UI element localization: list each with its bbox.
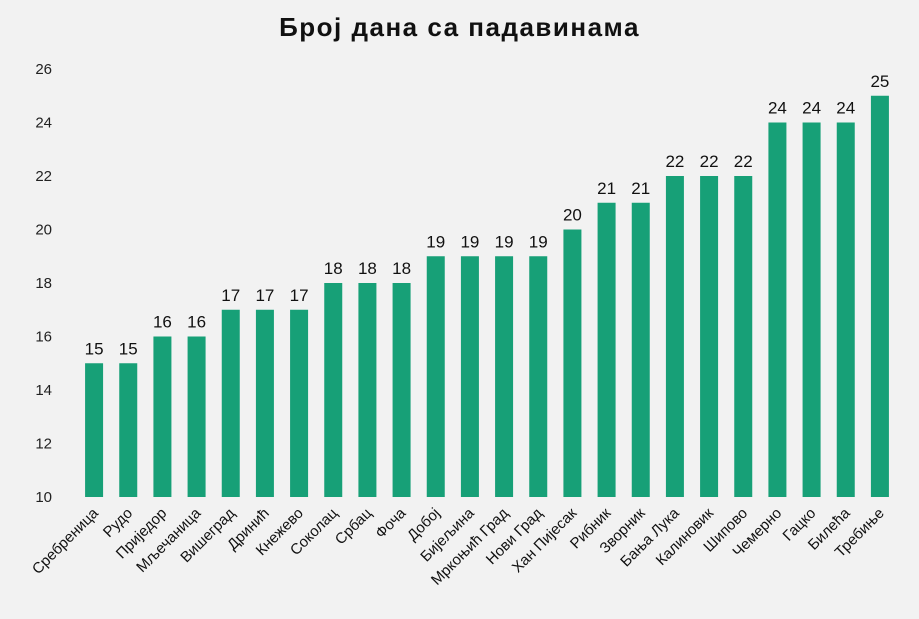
bar — [495, 256, 514, 497]
data-label: 19 — [495, 232, 514, 251]
data-label: 18 — [392, 259, 411, 278]
bar — [187, 336, 206, 497]
data-label: 15 — [119, 339, 138, 358]
bar — [870, 95, 889, 497]
bar — [836, 122, 855, 497]
data-label: 21 — [631, 179, 650, 198]
bar — [290, 309, 309, 497]
data-label: 24 — [836, 99, 855, 118]
bar — [700, 176, 719, 497]
data-label: 18 — [324, 259, 343, 278]
data-label: 25 — [870, 72, 889, 91]
y-tick-label: 20 — [35, 222, 52, 239]
y-tick-label: 10 — [35, 489, 52, 506]
y-tick-label: 22 — [35, 168, 52, 185]
bar — [563, 229, 582, 497]
bar — [255, 309, 274, 497]
data-label: 22 — [665, 152, 684, 171]
data-label: 15 — [85, 339, 104, 358]
bar — [119, 363, 138, 497]
x-tick-label: Сребреница — [29, 504, 102, 577]
y-tick-label: 26 — [35, 61, 52, 78]
data-label: 19 — [426, 232, 445, 251]
x-tick-label: Фоча — [372, 504, 410, 542]
y-tick-label: 18 — [35, 275, 52, 292]
y-tick-label: 24 — [35, 115, 52, 132]
bar — [153, 336, 172, 497]
bar — [460, 256, 479, 497]
data-label: 18 — [358, 259, 377, 278]
bar — [324, 283, 343, 497]
bar — [426, 256, 445, 497]
x-tick-label: Србац — [332, 505, 376, 549]
bar — [221, 309, 240, 497]
data-label: 17 — [290, 286, 309, 305]
bar — [665, 176, 684, 497]
bar — [802, 122, 821, 497]
bar — [734, 176, 753, 497]
bar — [392, 283, 411, 497]
y-tick-label: 16 — [35, 329, 52, 346]
y-tick-label: 14 — [35, 382, 52, 399]
data-label: 16 — [187, 313, 206, 332]
data-label: 19 — [529, 232, 548, 251]
data-label: 24 — [802, 99, 821, 118]
data-label: 17 — [221, 286, 240, 305]
bar — [597, 202, 616, 497]
data-label: 16 — [153, 313, 172, 332]
data-label: 21 — [597, 179, 616, 198]
bar — [529, 256, 548, 497]
data-label: 22 — [700, 152, 719, 171]
bar — [85, 363, 104, 497]
data-label: 20 — [563, 206, 582, 225]
bar — [631, 202, 650, 497]
y-tick-label: 12 — [35, 436, 52, 453]
data-label: 19 — [460, 232, 479, 251]
data-label: 22 — [734, 152, 753, 171]
data-label: 24 — [768, 99, 787, 118]
bar — [358, 283, 377, 497]
bar — [768, 122, 787, 497]
chart-title: Број дана са падавинама — [279, 12, 640, 42]
data-label: 17 — [255, 286, 274, 305]
